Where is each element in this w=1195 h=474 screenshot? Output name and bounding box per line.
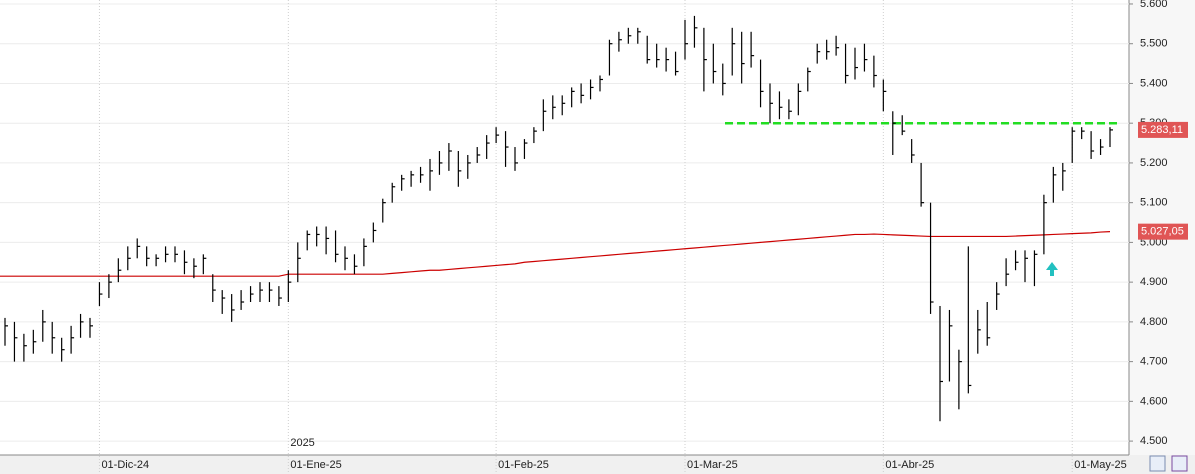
price-label-box bbox=[1138, 223, 1188, 240]
moving-average bbox=[0, 231, 1111, 277]
y-tick-label: 5.100 bbox=[1140, 197, 1168, 209]
y-tick-label: 4.500 bbox=[1140, 435, 1168, 447]
price-label: 5.283,11 bbox=[1141, 124, 1183, 136]
x-tick-label: 01-Feb-25 bbox=[498, 459, 549, 471]
y-tick-label: 5.500 bbox=[1140, 38, 1168, 50]
save-button[interactable] bbox=[1171, 455, 1188, 472]
x-tick-label: 01-Abr-25 bbox=[885, 459, 934, 471]
x-tick-label: 01-Mar-25 bbox=[687, 459, 738, 471]
x-tick-label: 01-Dic-24 bbox=[101, 459, 149, 471]
year-annotation: 2025 bbox=[290, 437, 314, 449]
y-tick-label: 5.200 bbox=[1140, 157, 1168, 169]
y-tick-label: 4.900 bbox=[1140, 276, 1168, 288]
y-tick-label: 4.600 bbox=[1140, 395, 1168, 407]
price-label-box bbox=[1138, 121, 1188, 138]
scroll-button[interactable] bbox=[1149, 455, 1166, 472]
price-label: 5.027,05 bbox=[1141, 226, 1184, 238]
x-axis-band bbox=[0, 455, 1195, 474]
y-tick-label: 4.700 bbox=[1140, 356, 1168, 368]
arrow-icon bbox=[1046, 262, 1058, 276]
y-tick-label: 5.400 bbox=[1140, 77, 1168, 89]
x-tick-label: 01-May-25 bbox=[1074, 459, 1127, 471]
y-tick-label: 5.600 bbox=[1140, 0, 1168, 10]
x-tick-label: 01-Ene-25 bbox=[290, 459, 341, 471]
y-tick-label: 4.800 bbox=[1140, 316, 1168, 328]
